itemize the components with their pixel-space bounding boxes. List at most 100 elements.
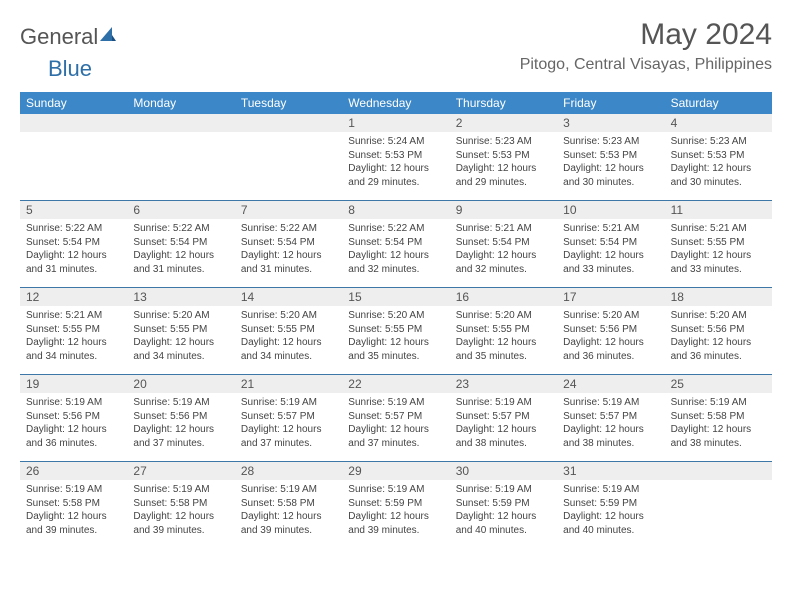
- day-body: Sunrise: 5:21 AMSunset: 5:55 PMDaylight:…: [665, 219, 772, 280]
- sunrise-line: Sunrise: 5:19 AM: [563, 483, 658, 497]
- daylight-line: and 32 minutes.: [456, 263, 551, 277]
- day-number: 1: [342, 114, 449, 132]
- day-body: Sunrise: 5:23 AMSunset: 5:53 PMDaylight:…: [450, 132, 557, 193]
- day-number: [235, 114, 342, 132]
- sunrise-line: Sunrise: 5:19 AM: [456, 483, 551, 497]
- calendar: Sunday Monday Tuesday Wednesday Thursday…: [20, 92, 772, 548]
- day-body: Sunrise: 5:20 AMSunset: 5:55 PMDaylight:…: [342, 306, 449, 367]
- daylight-line: and 38 minutes.: [671, 437, 766, 451]
- logo-sail-icon: [98, 25, 118, 50]
- day-cell: 23Sunrise: 5:19 AMSunset: 5:57 PMDayligh…: [450, 375, 557, 461]
- sunrise-line: Sunrise: 5:19 AM: [348, 483, 443, 497]
- sunrise-line: Sunrise: 5:19 AM: [241, 483, 336, 497]
- sunset-line: Sunset: 5:53 PM: [348, 149, 443, 163]
- day-number: 21: [235, 375, 342, 393]
- day-cell: 7Sunrise: 5:22 AMSunset: 5:54 PMDaylight…: [235, 201, 342, 287]
- sunrise-line: Sunrise: 5:24 AM: [348, 135, 443, 149]
- daylight-line: Daylight: 12 hours: [241, 423, 336, 437]
- daylight-line: Daylight: 12 hours: [563, 510, 658, 524]
- daylight-line: Daylight: 12 hours: [563, 249, 658, 263]
- day-cell: 20Sunrise: 5:19 AMSunset: 5:56 PMDayligh…: [127, 375, 234, 461]
- day-number: 30: [450, 462, 557, 480]
- daylight-line: Daylight: 12 hours: [348, 336, 443, 350]
- day-body: Sunrise: 5:19 AMSunset: 5:56 PMDaylight:…: [20, 393, 127, 454]
- day-cell: 5Sunrise: 5:22 AMSunset: 5:54 PMDaylight…: [20, 201, 127, 287]
- day-body: Sunrise: 5:23 AMSunset: 5:53 PMDaylight:…: [557, 132, 664, 193]
- daylight-line: and 34 minutes.: [26, 350, 121, 364]
- day-body: Sunrise: 5:19 AMSunset: 5:59 PMDaylight:…: [450, 480, 557, 541]
- day-body: [127, 132, 234, 139]
- day-cell: 24Sunrise: 5:19 AMSunset: 5:57 PMDayligh…: [557, 375, 664, 461]
- day-body: Sunrise: 5:19 AMSunset: 5:58 PMDaylight:…: [665, 393, 772, 454]
- daylight-line: and 36 minutes.: [563, 350, 658, 364]
- day-cell: 27Sunrise: 5:19 AMSunset: 5:58 PMDayligh…: [127, 462, 234, 548]
- day-header-thu: Thursday: [450, 92, 557, 114]
- sunrise-line: Sunrise: 5:21 AM: [456, 222, 551, 236]
- day-cell: 9Sunrise: 5:21 AMSunset: 5:54 PMDaylight…: [450, 201, 557, 287]
- day-number: 10: [557, 201, 664, 219]
- day-number: 2: [450, 114, 557, 132]
- daylight-line: Daylight: 12 hours: [133, 336, 228, 350]
- day-body: Sunrise: 5:19 AMSunset: 5:58 PMDaylight:…: [127, 480, 234, 541]
- sunset-line: Sunset: 5:58 PM: [133, 497, 228, 511]
- week-row: 1Sunrise: 5:24 AMSunset: 5:53 PMDaylight…: [20, 114, 772, 201]
- day-body: Sunrise: 5:19 AMSunset: 5:57 PMDaylight:…: [235, 393, 342, 454]
- day-number: 19: [20, 375, 127, 393]
- daylight-line: Daylight: 12 hours: [133, 249, 228, 263]
- day-cell: 22Sunrise: 5:19 AMSunset: 5:57 PMDayligh…: [342, 375, 449, 461]
- day-body: Sunrise: 5:19 AMSunset: 5:59 PMDaylight:…: [342, 480, 449, 541]
- week-row: 19Sunrise: 5:19 AMSunset: 5:56 PMDayligh…: [20, 375, 772, 462]
- day-number: 26: [20, 462, 127, 480]
- daylight-line: and 38 minutes.: [456, 437, 551, 451]
- day-headers: Sunday Monday Tuesday Wednesday Thursday…: [20, 92, 772, 114]
- day-number: 22: [342, 375, 449, 393]
- sunrise-line: Sunrise: 5:22 AM: [241, 222, 336, 236]
- day-body: Sunrise: 5:24 AMSunset: 5:53 PMDaylight:…: [342, 132, 449, 193]
- day-number: 3: [557, 114, 664, 132]
- day-cell: [127, 114, 234, 200]
- daylight-line: and 32 minutes.: [348, 263, 443, 277]
- daylight-line: and 37 minutes.: [241, 437, 336, 451]
- day-number: 13: [127, 288, 234, 306]
- day-cell: 2Sunrise: 5:23 AMSunset: 5:53 PMDaylight…: [450, 114, 557, 200]
- day-number: [127, 114, 234, 132]
- daylight-line: Daylight: 12 hours: [241, 510, 336, 524]
- sunrise-line: Sunrise: 5:23 AM: [671, 135, 766, 149]
- day-cell: [665, 462, 772, 548]
- sunset-line: Sunset: 5:58 PM: [26, 497, 121, 511]
- day-header-sat: Saturday: [665, 92, 772, 114]
- sunset-line: Sunset: 5:55 PM: [456, 323, 551, 337]
- sunset-line: Sunset: 5:54 PM: [26, 236, 121, 250]
- sunrise-line: Sunrise: 5:19 AM: [241, 396, 336, 410]
- day-number: 6: [127, 201, 234, 219]
- day-number: 12: [20, 288, 127, 306]
- day-number: 7: [235, 201, 342, 219]
- sunset-line: Sunset: 5:56 PM: [26, 410, 121, 424]
- day-number: 31: [557, 462, 664, 480]
- daylight-line: Daylight: 12 hours: [456, 510, 551, 524]
- sunrise-line: Sunrise: 5:19 AM: [26, 396, 121, 410]
- sunrise-line: Sunrise: 5:19 AM: [26, 483, 121, 497]
- daylight-line: and 31 minutes.: [26, 263, 121, 277]
- day-header-wed: Wednesday: [342, 92, 449, 114]
- daylight-line: and 33 minutes.: [671, 263, 766, 277]
- daylight-line: Daylight: 12 hours: [456, 336, 551, 350]
- day-number: 8: [342, 201, 449, 219]
- sunset-line: Sunset: 5:56 PM: [133, 410, 228, 424]
- sunset-line: Sunset: 5:57 PM: [241, 410, 336, 424]
- sunrise-line: Sunrise: 5:22 AM: [26, 222, 121, 236]
- day-body: Sunrise: 5:19 AMSunset: 5:58 PMDaylight:…: [20, 480, 127, 541]
- week-row: 12Sunrise: 5:21 AMSunset: 5:55 PMDayligh…: [20, 288, 772, 375]
- sunrise-line: Sunrise: 5:19 AM: [456, 396, 551, 410]
- day-number: 17: [557, 288, 664, 306]
- daylight-line: and 29 minutes.: [348, 176, 443, 190]
- daylight-line: and 40 minutes.: [563, 524, 658, 538]
- sunrise-line: Sunrise: 5:21 AM: [26, 309, 121, 323]
- day-body: Sunrise: 5:22 AMSunset: 5:54 PMDaylight:…: [20, 219, 127, 280]
- weeks-container: 1Sunrise: 5:24 AMSunset: 5:53 PMDaylight…: [20, 114, 772, 548]
- daylight-line: and 35 minutes.: [348, 350, 443, 364]
- sunrise-line: Sunrise: 5:19 AM: [348, 396, 443, 410]
- day-body: Sunrise: 5:21 AMSunset: 5:54 PMDaylight:…: [450, 219, 557, 280]
- sunset-line: Sunset: 5:55 PM: [133, 323, 228, 337]
- sunset-line: Sunset: 5:59 PM: [456, 497, 551, 511]
